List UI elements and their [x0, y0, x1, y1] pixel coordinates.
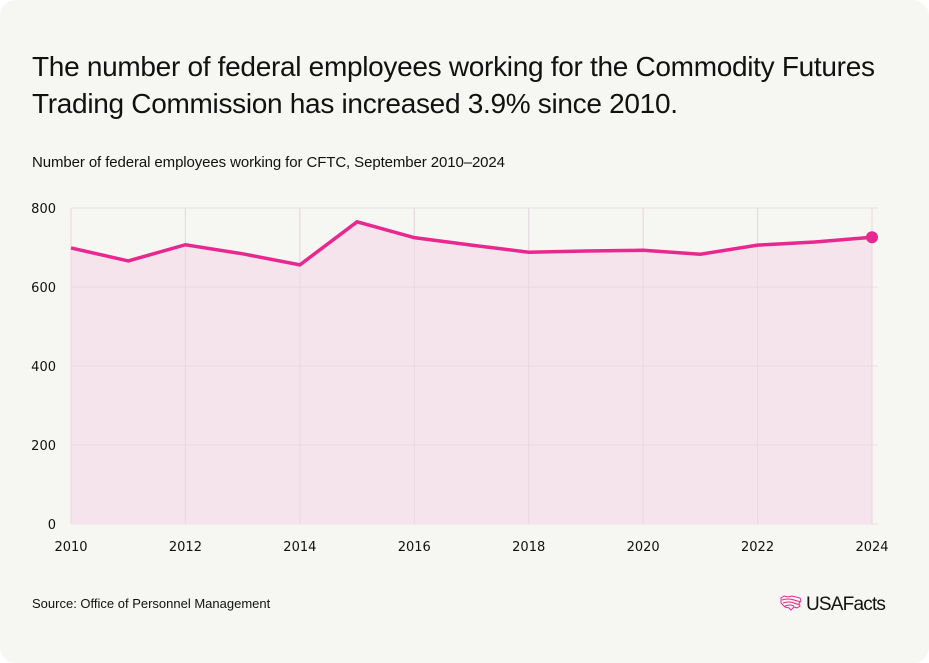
x-tick-label: 2016: [398, 540, 431, 555]
x-axis: 2010 2012 2014 2016 2018 2020 2022 2024: [54, 540, 888, 555]
line-layer: [70, 219, 878, 267]
y-tick-label: 0: [48, 518, 56, 533]
source-note: Source: Office of Personnel Management: [32, 596, 271, 611]
x-tick-label: 2018: [512, 540, 545, 555]
y-tick-label: 800: [31, 202, 56, 217]
x-tick-label: 2014: [283, 540, 316, 555]
y-tick-label: 200: [31, 439, 56, 454]
chart-headline: The number of federal employees working …: [32, 51, 875, 119]
x-tick-label: 2024: [855, 540, 888, 555]
area-fill: [71, 221, 872, 524]
series-line: [70, 219, 873, 267]
logo-text: USAFacts: [806, 594, 886, 615]
y-tick-label: 400: [31, 360, 56, 375]
x-tick-label: 2020: [627, 540, 660, 555]
y-axis: 0 200 400 600 800: [31, 202, 56, 533]
area-layer: [70, 208, 873, 524]
y-tick-label: 600: [31, 281, 56, 296]
x-tick-label: 2022: [741, 540, 774, 555]
chart-subtitle: Number of federal employees working for …: [32, 154, 505, 171]
x-tick-label: 2012: [169, 540, 202, 555]
usafacts-logo: USAFacts: [780, 594, 886, 616]
endpoint-marker: [866, 231, 878, 244]
x-tick-label: 2010: [54, 540, 87, 555]
us-map-flag-icon: [780, 594, 802, 616]
